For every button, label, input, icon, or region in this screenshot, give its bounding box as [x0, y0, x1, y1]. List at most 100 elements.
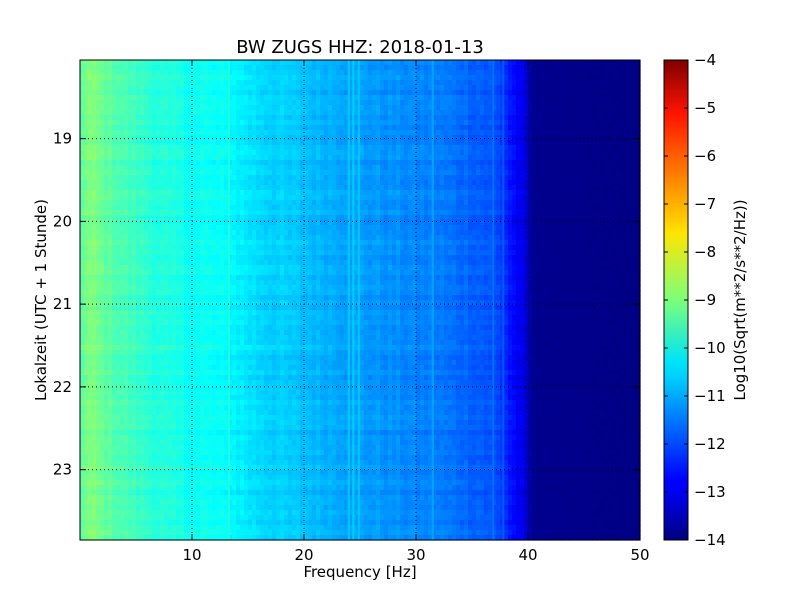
- heatmap-cell: [200, 120, 205, 126]
- heatmap-cell: [452, 155, 457, 161]
- heatmap-cell: [484, 200, 489, 206]
- heatmap-cell: [632, 230, 637, 236]
- heatmap-cell: [344, 75, 349, 81]
- heatmap-cell: [184, 105, 189, 111]
- heatmap-cell: [376, 210, 381, 216]
- heatmap-cell: [340, 145, 345, 151]
- heatmap-cell: [500, 225, 505, 231]
- heatmap-cell: [304, 95, 309, 101]
- heatmap-cell: [500, 110, 505, 116]
- heatmap-cell: [144, 215, 149, 221]
- heatmap-cell: [524, 95, 529, 101]
- heatmap-cell: [336, 155, 341, 161]
- heatmap-cell: [380, 125, 385, 131]
- heatmap-cell: [572, 190, 577, 196]
- heatmap-cell: [412, 85, 417, 91]
- heatmap-cell: [168, 70, 173, 76]
- heatmap-cell: [584, 180, 589, 186]
- heatmap-cell: [376, 215, 381, 221]
- heatmap-cell: [488, 135, 493, 141]
- heatmap-cell: [388, 105, 393, 111]
- heatmap-cell: [276, 130, 281, 136]
- heatmap-cell: [440, 225, 445, 231]
- heatmap-cell: [168, 110, 173, 116]
- heatmap-cell: [112, 75, 117, 81]
- heatmap-cell: [444, 220, 449, 226]
- heatmap-cell: [516, 215, 521, 221]
- heatmap-cell: [160, 180, 165, 186]
- heatmap-cell: [468, 155, 473, 161]
- heatmap-cell: [432, 105, 437, 111]
- heatmap-cell: [240, 160, 245, 166]
- heatmap-cell: [408, 60, 413, 66]
- heatmap-cell: [576, 145, 581, 151]
- heatmap-cell: [80, 80, 85, 86]
- heatmap-cell: [196, 115, 201, 121]
- heatmap-cell: [272, 195, 277, 201]
- heatmap-cell: [312, 225, 317, 231]
- heatmap-cell: [100, 200, 105, 206]
- heatmap-cell: [600, 85, 605, 91]
- heatmap-cell: [312, 220, 317, 226]
- heatmap-cell: [228, 190, 233, 196]
- heatmap-cell: [88, 120, 93, 126]
- heatmap-cell: [212, 215, 217, 221]
- heatmap-cell: [92, 165, 97, 171]
- heatmap-cell: [216, 145, 221, 151]
- heatmap-cell: [504, 125, 509, 131]
- heatmap-cell: [148, 65, 153, 71]
- heatmap-cell: [84, 95, 89, 101]
- heatmap-cell: [180, 210, 185, 216]
- heatmap-cell: [432, 80, 437, 86]
- heatmap-cell: [444, 170, 449, 176]
- heatmap-cell: [368, 180, 373, 186]
- heatmap-cell: [556, 140, 561, 146]
- heatmap-cell: [120, 155, 125, 161]
- heatmap-cell: [180, 175, 185, 181]
- heatmap-cell: [148, 155, 153, 161]
- heatmap-cell: [240, 125, 245, 131]
- heatmap-cell: [192, 70, 197, 76]
- heatmap-cell: [208, 225, 213, 231]
- heatmap-cell: [472, 190, 477, 196]
- heatmap-cell: [352, 160, 357, 166]
- heatmap-cell: [264, 230, 269, 236]
- heatmap-cell: [608, 125, 613, 131]
- heatmap-cell: [204, 60, 209, 66]
- heatmap-cell: [280, 130, 285, 136]
- heatmap-cell: [180, 195, 185, 201]
- heatmap-cell: [520, 230, 525, 236]
- heatmap-cell: [544, 210, 549, 216]
- heatmap-cell: [296, 135, 301, 141]
- heatmap-cell: [600, 220, 605, 226]
- heatmap-cell: [608, 190, 613, 196]
- heatmap-cell: [204, 220, 209, 226]
- heatmap-cell: [472, 70, 477, 76]
- heatmap-cell: [624, 195, 629, 201]
- heatmap-cell: [328, 205, 333, 211]
- heatmap-cell: [176, 95, 181, 101]
- heatmap-cell: [600, 175, 605, 181]
- heatmap-cell: [336, 125, 341, 131]
- heatmap-cell: [192, 145, 197, 151]
- heatmap-cell: [496, 105, 501, 111]
- heatmap-cell: [564, 65, 569, 71]
- heatmap-cell: [388, 170, 393, 176]
- heatmap-cell: [148, 115, 153, 121]
- heatmap-cell: [224, 145, 229, 151]
- heatmap-cell: [308, 190, 313, 196]
- heatmap-cell: [212, 105, 217, 111]
- heatmap-cell: [540, 200, 545, 206]
- heatmap-cell: [616, 150, 621, 156]
- heatmap-cell: [120, 215, 125, 221]
- heatmap-cell: [632, 65, 637, 71]
- chart-title: BW ZUGS HHZ: 2018-01-13: [236, 37, 484, 58]
- heatmap-cell: [192, 205, 197, 211]
- heatmap-cell: [136, 175, 141, 181]
- heatmap-cell: [416, 215, 421, 221]
- heatmap-cell: [412, 120, 417, 126]
- heatmap-cell: [588, 100, 593, 106]
- heatmap-cell: [532, 190, 537, 196]
- heatmap-cell: [220, 215, 225, 221]
- heatmap-cell: [560, 225, 565, 231]
